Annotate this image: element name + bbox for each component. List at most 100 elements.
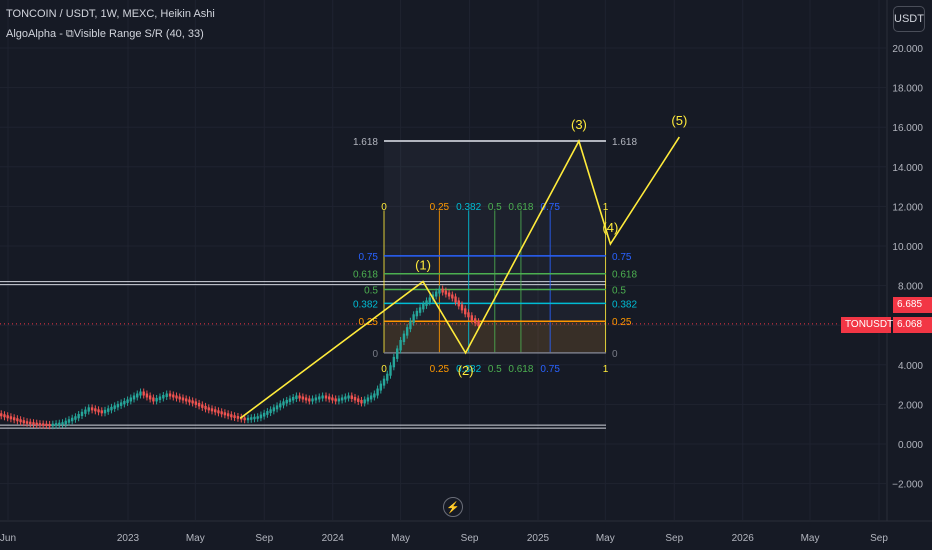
candle-body [256, 416, 259, 419]
candle-body [250, 417, 253, 420]
candle-body [392, 356, 396, 368]
candle-body [347, 395, 350, 399]
y-tick-label: 8.000 [898, 282, 923, 293]
candle-body [415, 310, 419, 317]
candle-body [3, 414, 6, 418]
fib-level-label-right: 0.382 [612, 299, 637, 310]
wave-label: (5) [671, 113, 687, 128]
price-badge-last: 6.068 [893, 317, 932, 333]
fib-time-label-bottom: 0 [381, 364, 387, 375]
wave-label: (2) [458, 363, 474, 378]
candle-body [67, 419, 71, 423]
fib-level-label-right: 0.25 [612, 317, 632, 328]
x-tick-label: Sep [461, 533, 479, 544]
fib-level-label-left: 0.75 [359, 252, 379, 263]
candle-body [175, 395, 178, 399]
candle-body [291, 396, 295, 401]
candle-body [74, 416, 77, 420]
candle-body [87, 407, 90, 412]
symbol-badge: TONUSDT [841, 317, 893, 333]
x-tick-label: May [186, 533, 205, 544]
candle-body [172, 394, 175, 398]
y-tick-label: 12.000 [892, 202, 923, 213]
indicator-label[interactable]: AlgoAlpha - ⧉Visible Range S/R (40, 33) [6, 28, 204, 40]
candle-body [344, 396, 347, 400]
candle-body [152, 397, 155, 402]
candle-body [314, 397, 318, 401]
candle-body [243, 417, 246, 421]
candle-body [399, 340, 402, 351]
price-badge-high: 6.685 [893, 297, 932, 313]
candle-body [84, 409, 87, 414]
candle-body [418, 307, 422, 313]
fib-level-label-right: 0.5 [612, 286, 626, 297]
candle-body [451, 294, 454, 299]
candle-body [467, 312, 470, 318]
candle-body [298, 395, 301, 399]
candle-body [301, 396, 305, 400]
candle-body [295, 395, 298, 399]
candle-body [103, 409, 107, 414]
candle-body [136, 393, 139, 398]
lightning-icon[interactable]: ⚡ [443, 497, 463, 517]
candle-body [470, 315, 474, 321]
candle-body [409, 320, 412, 330]
fib-time-label-bottom: 0.382 [456, 364, 481, 375]
candle-body [460, 304, 464, 311]
currency-button[interactable]: USDT [893, 6, 925, 32]
y-tick-label: 20.000 [892, 44, 923, 55]
x-tick-label: Sep [870, 533, 888, 544]
candle-body [369, 395, 373, 400]
candle-body [214, 409, 217, 413]
candle-body [444, 290, 448, 295]
fib-level-label-right: 0.618 [612, 270, 637, 281]
candle-body [48, 423, 51, 427]
fib-time-label-bottom: 0.25 [430, 364, 450, 375]
candle-body [194, 401, 198, 405]
candle-body [311, 398, 314, 402]
candle-body [165, 393, 168, 397]
candle-body [288, 398, 292, 402]
y-tick-label: 0.000 [898, 440, 923, 451]
chart-title: TONCOIN / USDT, 1W, MEXC, Heikin Ashi [6, 8, 215, 20]
candle-body [217, 410, 220, 414]
x-tick-label: 2025 [527, 533, 550, 544]
candle-body [129, 397, 133, 402]
candle-body [334, 398, 337, 402]
candle-body [412, 314, 415, 323]
fib-level-label-right: 0 [612, 349, 618, 360]
fib-level-label-right: 1.618 [612, 137, 637, 148]
y-tick-label: 2.000 [898, 400, 923, 411]
candle-body [428, 297, 431, 303]
candle-body [22, 420, 26, 424]
candle-body [64, 420, 67, 425]
candle-body [77, 414, 80, 419]
x-tick-label: Sep [255, 533, 273, 544]
candle-body [116, 403, 120, 408]
candle-body [366, 397, 370, 402]
candle-body [6, 415, 9, 419]
candle-body [304, 397, 308, 401]
fib-time-label-bottom: 0.75 [540, 364, 560, 375]
fib-level-label-left: 1.618 [353, 137, 378, 148]
candle-body [12, 417, 16, 421]
fib-level-label-left: 0 [372, 349, 378, 360]
candle-body [110, 406, 113, 411]
candle-body [363, 399, 366, 404]
candle-body [318, 396, 321, 400]
candle-body [262, 412, 266, 417]
candle-body [230, 414, 233, 418]
fib-time-label-bottom: 1 [603, 364, 609, 375]
candle-body [357, 398, 360, 402]
candle-body [9, 416, 13, 420]
candle-body [279, 403, 282, 408]
candle-body [201, 404, 204, 408]
candle-body [142, 391, 145, 396]
candle-body [457, 300, 460, 307]
x-tick-label: May [596, 533, 615, 544]
candle-body [38, 423, 42, 426]
candle-body [386, 373, 389, 381]
candle-body [477, 321, 480, 327]
candle-body [441, 288, 444, 293]
